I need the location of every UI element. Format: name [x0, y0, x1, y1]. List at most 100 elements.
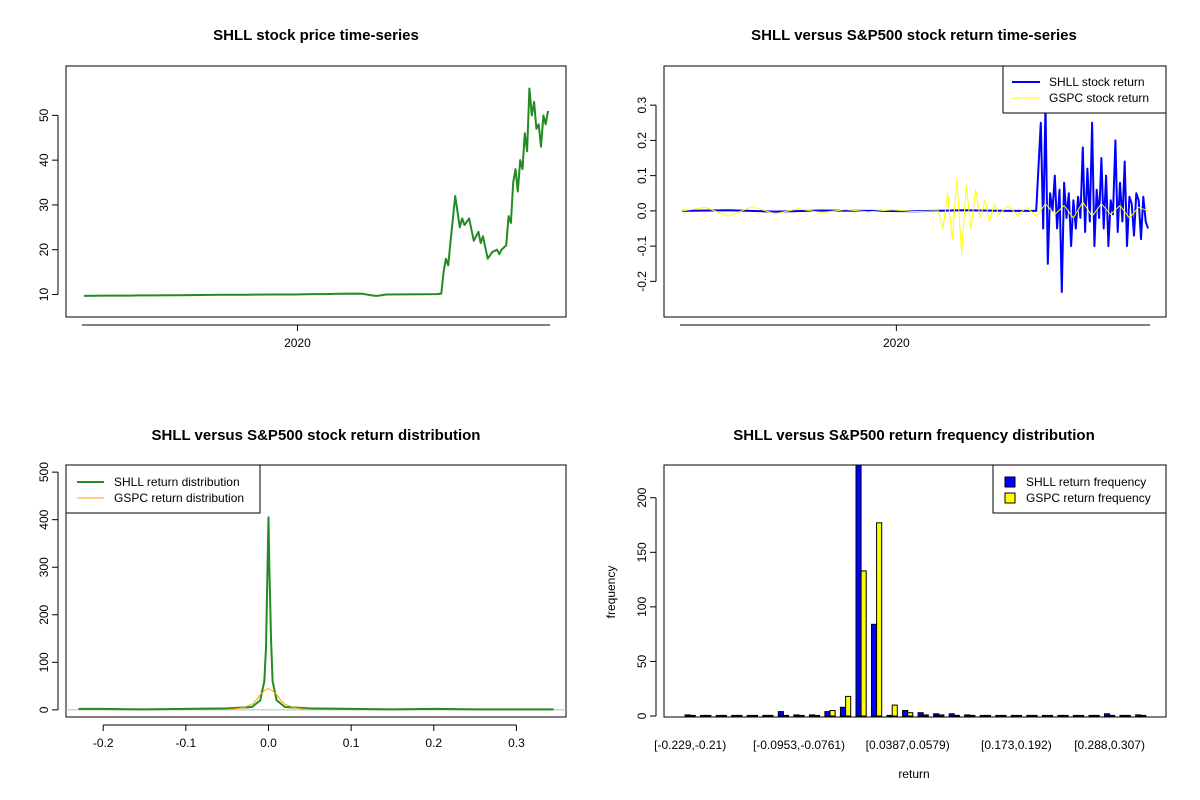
x-tick-label: [-0.0953,-0.0761)	[753, 738, 845, 752]
gspc-frequency-bar	[767, 714, 774, 717]
y-tick-label: -0.1	[635, 235, 649, 256]
shll-frequency-bar	[777, 711, 784, 717]
price-chart-plot-box	[65, 65, 567, 318]
shll-frequency-bar	[762, 714, 769, 717]
gspc-frequency-bar	[845, 695, 852, 717]
gspc-frequency-bar	[814, 714, 821, 717]
legend-label-shll-frequency: SHLL return frequency	[1026, 475, 1146, 489]
return-timeseries-marks	[681, 104, 1149, 293]
shll-frequency-bar	[995, 714, 1002, 717]
x-tick-label: 2020	[883, 336, 910, 350]
return-frequency-title: SHLL versus S&P500 return frequency dist…	[733, 427, 1094, 444]
legend-label-gspc-frequency: GSPC return frequency	[1026, 491, 1151, 505]
return-timeseries-title: SHLL versus S&P500 stock return time-ser…	[751, 27, 1077, 44]
y-tick-label: 20	[37, 243, 51, 257]
gspc-frequency-bar	[829, 710, 836, 717]
return-timeseries-legend-box	[1002, 65, 1167, 114]
return-timeseries-legend: SHLL stock return GSPC stock return	[1002, 65, 1167, 114]
shll-frequency-bar	[1104, 713, 1111, 717]
shll-frequency-bar	[1041, 714, 1049, 717]
gspc-frequency-bar	[736, 714, 743, 717]
return-distribution-x-axis: -0.2 -0.1 0.0 0.1 0.2 0.3	[93, 724, 525, 750]
shll-frequency-bar	[824, 711, 831, 717]
return-frequency-marks	[684, 464, 1147, 717]
price-chart: SHLL stock price time-series 1020304050 …	[37, 27, 567, 350]
shll-frequency-bar	[948, 713, 955, 717]
return-distribution-y-axis: 0 100 200 300 400 500	[37, 462, 59, 713]
return-frequency-x-label: return	[898, 767, 929, 781]
shll-frequency-bar	[746, 714, 753, 717]
y-tick-label: 40	[37, 153, 51, 167]
gspc-frequency-bar	[907, 712, 914, 717]
gspc-frequency-bar	[1078, 714, 1085, 717]
x-tick-label: 2020	[284, 336, 311, 350]
y-tick-label: -0.2	[635, 271, 649, 292]
y-tick-label: 0.0	[635, 202, 649, 219]
gspc-frequency-bar	[720, 714, 727, 717]
legend-swatch-shll-frequency	[1004, 476, 1016, 488]
x-tick-label: [0.173,0.192)	[981, 738, 1052, 752]
y-tick-label: 30	[37, 198, 51, 212]
return-frequency-legend-box	[992, 464, 1167, 514]
shll-frequency-bar	[1010, 714, 1017, 717]
shll-frequency-bar	[684, 714, 691, 717]
return-frequency-y-axis: 0 50 100 150 200	[635, 487, 657, 719]
x-tick-label: [0.0387,0.0579)	[866, 738, 950, 752]
y-tick-label: 0	[635, 712, 649, 719]
shll-frequency-bar	[964, 714, 971, 717]
gspc-frequency-bar	[1109, 714, 1116, 717]
gspc-frequency-bar	[938, 714, 945, 717]
shll-frequency-bar	[871, 623, 878, 717]
y-tick-label: 100	[37, 652, 51, 672]
gspc-frequency-bar	[953, 714, 960, 717]
shll-frequency-bar	[1072, 714, 1080, 717]
gspc-return-line	[681, 178, 1149, 254]
x-tick-label: -0.2	[93, 736, 114, 750]
return-frequency-x-axis: [-0.229,-0.21) [-0.0953,-0.0761) [0.0387,0…	[654, 738, 1145, 752]
legend-label-gspc-distribution: GSPC return distribution	[114, 491, 244, 505]
y-tick-label: 300	[37, 557, 51, 577]
gspc-frequency-bar	[984, 714, 992, 717]
x-tick-label: -0.1	[175, 736, 196, 750]
gspc-frequency-bar	[1047, 714, 1054, 717]
gspc-frequency-bar	[689, 714, 696, 717]
y-tick-label: 0.2	[635, 132, 649, 149]
shll-frequency-bar	[917, 712, 924, 717]
y-tick-label: 200	[635, 487, 649, 507]
shll-frequency-bar	[979, 714, 986, 717]
return-distribution-marks	[66, 516, 566, 711]
shll-frequency-bar	[1057, 714, 1064, 717]
x-tick-label: [0.288,0.307)	[1074, 738, 1145, 752]
return-timeseries-x-axis: 2020	[680, 324, 1150, 350]
legend-label-shll-distribution: SHLL return distribution	[114, 475, 240, 489]
x-tick-label: 0.0	[260, 736, 277, 750]
legend-label-shll-return: SHLL stock return	[1049, 75, 1145, 89]
shll-return-line	[681, 104, 1149, 293]
gspc-frequency-bar	[1031, 714, 1038, 717]
shll-frequency-bar	[839, 706, 847, 717]
y-tick-label: 10	[37, 288, 51, 302]
return-timeseries-plot-box	[663, 65, 1167, 318]
shll-frequency-bar	[1088, 714, 1095, 717]
x-tick-label: 0.1	[343, 736, 360, 750]
gspc-frequency-bar	[1140, 714, 1147, 717]
shll-frequency-bar	[902, 710, 909, 717]
gspc-frequency-bar	[1000, 714, 1007, 717]
shll-frequency-bar	[1119, 714, 1126, 717]
return-timeseries-y-axis: -0.2 -0.1 0.0 0.1 0.2 0.3	[635, 96, 657, 292]
shll-frequency-bar	[1026, 714, 1033, 717]
shll-frequency-bar	[715, 714, 722, 717]
gspc-frequency-bar	[1124, 714, 1131, 717]
return-distribution-plot-box	[65, 464, 567, 718]
y-tick-label: 0.1	[635, 167, 649, 184]
gspc-frequency-bar	[1093, 714, 1100, 717]
y-tick-label: 400	[37, 509, 51, 529]
price-line	[83, 87, 549, 297]
price-chart-x-axis: 2020	[82, 324, 550, 350]
gspc-frequency-bar	[860, 570, 867, 717]
x-tick-label: [-0.229,-0.21)	[654, 738, 726, 752]
shll-frequency-bar	[731, 714, 738, 717]
legend-swatch-gspc-frequency	[1004, 492, 1016, 504]
price-chart-marks	[83, 87, 549, 297]
